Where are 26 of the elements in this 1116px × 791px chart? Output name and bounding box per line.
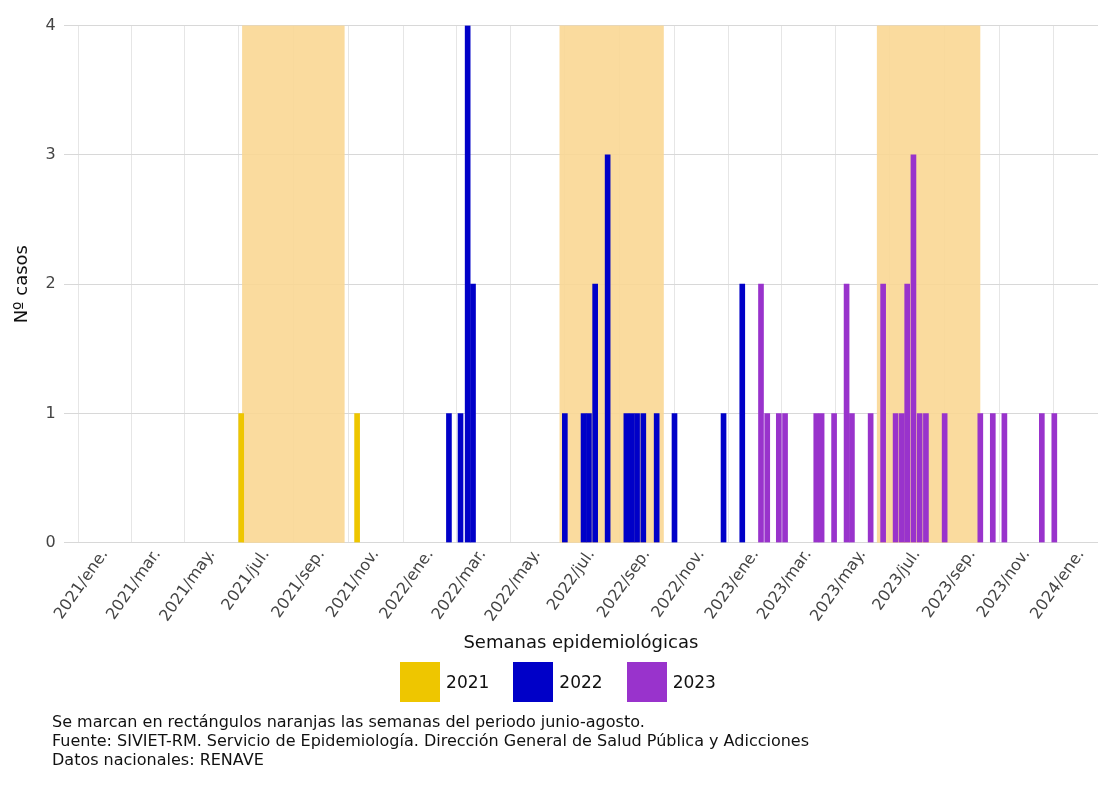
bar — [562, 413, 568, 543]
bar — [446, 413, 452, 543]
y-tick-label: 1 — [45, 402, 56, 422]
bar — [831, 413, 837, 543]
x-axis-title: Semanas epidemiológicas — [463, 630, 699, 652]
bar — [813, 413, 820, 543]
legend-label: 2022 — [559, 672, 603, 692]
y-tick-label: 2 — [45, 273, 56, 293]
bar — [739, 283, 746, 543]
bar — [1051, 413, 1058, 543]
y-tick-label: 3 — [45, 144, 56, 164]
bar — [1039, 413, 1045, 543]
text: Se marcan en rectángulos naranjas las semanas del periodo junio-agosto. — [52, 712, 646, 731]
bar — [354, 413, 360, 543]
y-axis-title: Nº casos — [10, 244, 32, 324]
y-tick-label: 0 — [45, 531, 56, 551]
bar — [977, 413, 984, 543]
bar — [653, 413, 660, 543]
source-note: Fuente: SIVIET-RM. Servicio de Epidemiología. Dirección General de Salud Pública y Adicciones — [52, 731, 811, 750]
y-tick-label: 4 — [45, 14, 56, 34]
bar — [880, 283, 886, 543]
bar — [989, 413, 996, 543]
text: Datos nacionales: RENAVE — [52, 750, 265, 769]
bar — [238, 413, 245, 543]
legend-label: 2021 — [446, 672, 490, 692]
legend-label: 2023 — [672, 672, 716, 692]
